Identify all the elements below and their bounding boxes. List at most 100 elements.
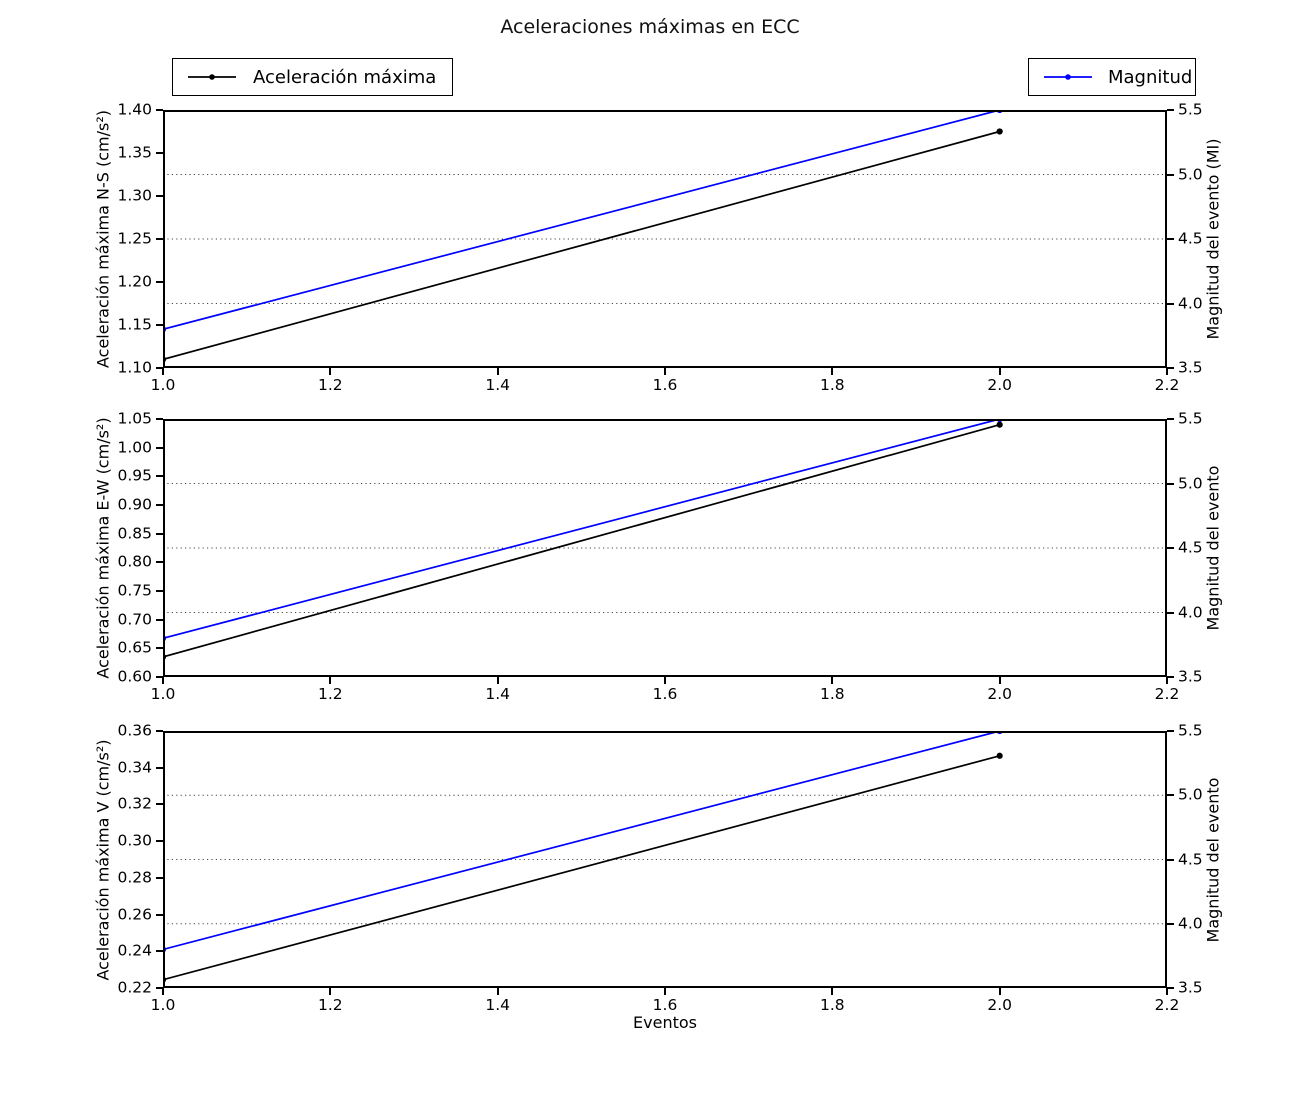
- x-tick-label: 1.8: [820, 685, 845, 703]
- y-tick-label-left: 0.30: [117, 831, 152, 850]
- x-tick-label: 2.0: [987, 996, 1012, 1014]
- y-tick-left: [156, 950, 163, 953]
- y-tick-label-left: 0.36: [117, 721, 152, 740]
- y-tick-right: [1167, 547, 1174, 549]
- x-tick: [1166, 988, 1168, 995]
- y-tick-label-left: 0.95: [117, 466, 152, 485]
- y-tick-right: [1167, 730, 1174, 732]
- plot-area-ns: [163, 110, 1167, 368]
- x-tick: [496, 988, 499, 995]
- y-tick-left: [156, 561, 163, 564]
- y-tick-label-left: 0.65: [117, 638, 152, 657]
- y-tick-right: [1167, 858, 1174, 861]
- axes-frame: [163, 419, 1167, 677]
- x-tick-label: 1.0: [150, 996, 176, 1014]
- y-tick-label-left: 1.25: [117, 229, 152, 248]
- y-tick-left: [156, 446, 163, 449]
- y-tick-right: [1167, 173, 1174, 176]
- y-axis-label-left-v: Aceleración máxima V (cm/s²): [93, 738, 113, 981]
- y-tick-right: [1167, 794, 1174, 797]
- y-tick-label-left: 0.34: [117, 757, 152, 776]
- x-tick-label: 1.2: [318, 996, 343, 1014]
- subplot-1-ns: Aceleración máxima N-S (cm/s²) Magnitud …: [94, 102, 1223, 393]
- y-tick-label-left: 0.85: [117, 523, 152, 542]
- x-tick-label: 2.2: [1154, 685, 1180, 703]
- x-tick: [496, 677, 499, 684]
- y-tick-label-left: 1.00: [117, 437, 152, 456]
- x-tick: [998, 988, 1001, 995]
- y-tick-left: [156, 876, 163, 879]
- legend-label-aceleracion: Aceleración máxima: [253, 66, 437, 88]
- y-tick-left: [156, 152, 163, 154]
- y-tick-label-right: 4.0: [1178, 293, 1203, 312]
- y-axis-label-right-v: Magnitud del evento: [1203, 777, 1223, 942]
- y-tick-label-right: 5.0: [1178, 473, 1203, 492]
- y-axis-label-right-ew: Magnitud del evento: [1203, 465, 1223, 631]
- y-tick-right: [1167, 922, 1174, 925]
- y-tick-label-right: 5.5: [1178, 409, 1203, 428]
- y-tick-right: [1167, 987, 1174, 989]
- y-tick-right: [1167, 611, 1174, 614]
- subplot-3-v: Aceleración máxima V (cm/s²) Magnitud de…: [94, 723, 1223, 1013]
- y-tick-left: [156, 324, 163, 326]
- y-tick-label-left: 0.80: [117, 552, 152, 571]
- x-tick: [1166, 677, 1168, 684]
- x-tick: [329, 368, 332, 375]
- series-line-magnitud: [163, 110, 1000, 331]
- y-tick-left: [156, 647, 163, 650]
- y-tick-left: [156, 475, 163, 478]
- series-line-aceleracion: [163, 130, 1000, 361]
- x-tick-label: 1.2: [318, 685, 343, 703]
- data-point-marker: [996, 128, 1003, 135]
- y-tick-left: [156, 913, 163, 916]
- y-tick-label-right: 4.5: [1178, 538, 1203, 557]
- y-tick-label-left: 1.10: [117, 358, 152, 377]
- x-tick: [831, 368, 834, 375]
- y-tick-label-right: 5.0: [1178, 785, 1203, 804]
- y-tick-label-left: 1.05: [117, 409, 152, 428]
- x-tick: [1166, 368, 1168, 375]
- x-tick-label: 1.2: [318, 376, 343, 394]
- x-tick: [162, 988, 164, 995]
- y-tick-left: [156, 840, 163, 843]
- x-tick: [998, 677, 1001, 684]
- y-tick-left: [156, 618, 163, 621]
- x-tick: [998, 368, 1001, 375]
- series-line-magnitud: [163, 731, 1000, 951]
- y-tick-label-left: 1.30: [117, 186, 152, 205]
- x-tick-label: 1.4: [485, 376, 510, 394]
- x-tick-label: 2.0: [987, 685, 1012, 703]
- axes-frame: [163, 110, 1167, 368]
- y-tick-label-left: 1.20: [117, 272, 152, 291]
- subplot-2-ew: Aceleración máxima E-W (cm/s²) Magnitud …: [94, 411, 1223, 702]
- x-tick-label: 2.0: [987, 376, 1012, 394]
- legend-label-magnitud: Magnitud: [1108, 66, 1193, 88]
- y-tick-label-left: 0.90: [117, 495, 152, 514]
- y-tick-left: [156, 367, 163, 369]
- plot-area-v: [163, 731, 1167, 988]
- y-tick-label-right: 5.0: [1178, 164, 1203, 183]
- y-tick-left: [156, 418, 163, 420]
- y-tick-label-left: 1.40: [117, 100, 152, 119]
- plot-area-ew: [163, 419, 1167, 677]
- y-tick-right: [1167, 238, 1174, 240]
- y-tick-right: [1167, 418, 1174, 420]
- y-tick-label-right: 4.0: [1178, 914, 1203, 932]
- y-tick-left: [156, 590, 163, 592]
- x-tick-label: 1.0: [150, 685, 176, 703]
- y-tick-left: [156, 109, 163, 111]
- y-tick-right: [1167, 482, 1174, 485]
- x-tick: [664, 677, 666, 684]
- y-tick-label-left: 0.22: [117, 978, 152, 997]
- y-tick-label-right: 3.5: [1178, 667, 1203, 686]
- x-tick-label: 1.4: [485, 996, 510, 1014]
- x-tick: [831, 988, 834, 995]
- legend-line-sample-blue: [1044, 74, 1092, 80]
- y-tick-left: [156, 730, 163, 732]
- y-tick-label-right: 3.5: [1178, 978, 1203, 997]
- y-tick-label-left: 0.75: [117, 581, 152, 600]
- x-tick-label: 1.6: [652, 685, 678, 703]
- y-tick-label-right: 5.5: [1178, 721, 1203, 740]
- y-tick-label-right: 4.5: [1178, 849, 1203, 868]
